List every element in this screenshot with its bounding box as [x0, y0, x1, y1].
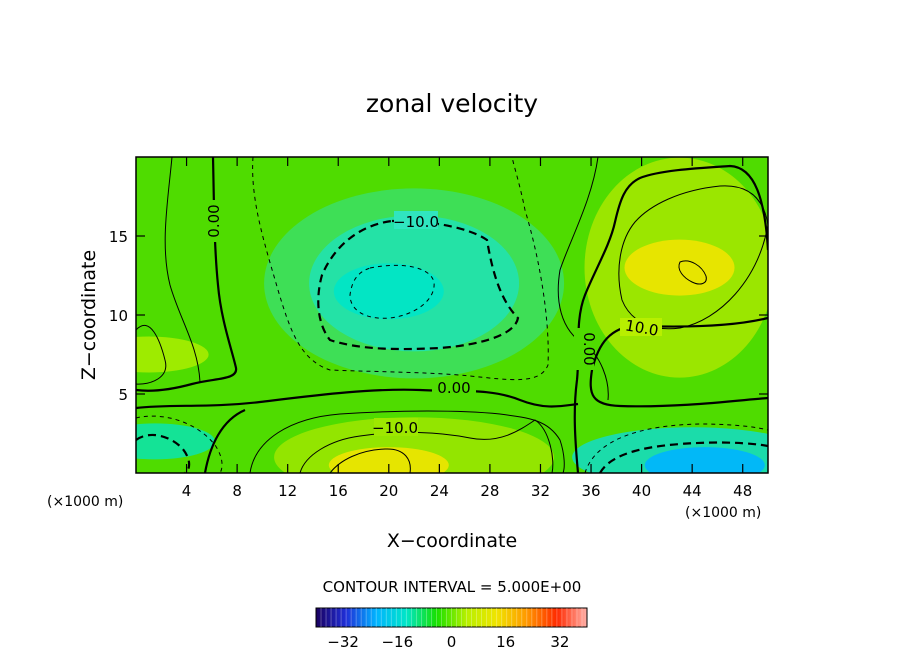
x-tick-label: 40 [632, 482, 651, 500]
contour-label: 0.00 [205, 204, 223, 237]
y-tick-label: 5 [118, 386, 128, 404]
pos5-contour-leftedge [136, 324, 167, 385]
pos15-contour-right [678, 260, 707, 285]
colorbar-ticks: −32 −16 0 16 32 [327, 633, 569, 651]
colorbar-stripes [320, 608, 583, 627]
colorbar-tick-label: 16 [496, 633, 515, 651]
neg10-contour-bl [136, 433, 191, 473]
field-feature [624, 239, 735, 296]
x-unit-label: (×1000 m) [685, 505, 761, 521]
pos5-contour-bottom [249, 410, 565, 473]
contour-label: −10.0 [372, 419, 418, 437]
chart-title: zonal velocity [366, 89, 538, 118]
field-feature [136, 336, 209, 373]
zero-contour-bottom [136, 388, 579, 410]
plot-area: 0.00 0.00 0.00 −10.0 −10.0 10.0 [136, 157, 768, 473]
x-tick-label: 16 [329, 482, 348, 500]
y-axis: 5 10 15 [109, 228, 768, 404]
neg-contour-core-inner [349, 264, 435, 319]
colorbar-tick-label: −32 [327, 633, 359, 651]
colorbar-tick-label: 0 [447, 633, 457, 651]
y-axis-label: Z−coordinate [78, 250, 100, 380]
y-tick-label: 10 [109, 307, 128, 325]
contour-interval-text: CONTOUR INTERVAL = 5.000E+00 [323, 578, 582, 596]
neg5-contour-br [584, 423, 768, 473]
contour-label: 0.00 [580, 332, 598, 365]
field-feature [644, 447, 765, 473]
zero-contour-mid [573, 164, 768, 473]
pos5-contour-right [557, 157, 609, 401]
field-color-layer [136, 157, 768, 473]
zero-contour-lowleft [203, 408, 246, 473]
contour-label: −10.0 [393, 213, 439, 231]
colorbar-tick-label: −16 [381, 633, 413, 651]
pos10-contour-bottom [299, 419, 554, 473]
x-axis: 4 8 12 16 20 24 28 32 36 40 44 48 [182, 157, 752, 500]
x-tick-label: 4 [182, 482, 192, 500]
y-unit-label: (×1000 m) [47, 494, 123, 510]
neg10-contour-core [317, 219, 520, 351]
zero-contour-right [589, 316, 768, 408]
y-tick-label: 15 [109, 228, 128, 246]
pos15-contour-bottom [329, 448, 411, 473]
x-tick-label: 36 [581, 482, 600, 500]
contour-label: 0.00 [437, 379, 470, 397]
field-feature [333, 263, 444, 320]
contour-label: 10.0 [624, 316, 660, 340]
colorbar: −32 −16 0 16 32 [315, 607, 588, 651]
x-tick-label: 20 [379, 482, 398, 500]
x-tick-label: 8 [232, 482, 242, 500]
x-axis-label: X−coordinate [387, 530, 517, 552]
pos10-contour-right [618, 185, 768, 330]
x-tick-label: 48 [733, 482, 752, 500]
colorbar-tick-label: 32 [550, 633, 569, 651]
neg10-contour-br [599, 441, 768, 473]
x-tick-label: 12 [278, 482, 297, 500]
x-tick-label: 32 [531, 482, 550, 500]
field-feature [136, 423, 215, 460]
colorbar-strip [315, 607, 588, 628]
x-tick-label: 24 [430, 482, 449, 500]
x-tick-label: 28 [480, 482, 499, 500]
contour-label-layer: 0.00 0.00 0.00 −10.0 −10.0 10.0 [201, 200, 662, 437]
x-tick-label: 44 [683, 482, 702, 500]
pos5-contour-left [164, 157, 201, 383]
